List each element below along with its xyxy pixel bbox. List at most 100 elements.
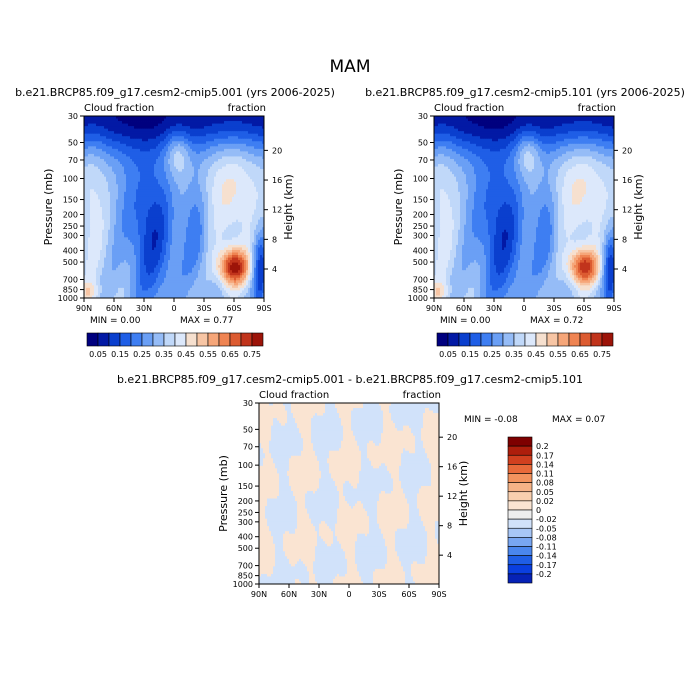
heatmap-cell (148, 227, 151, 231)
heatmap-cell (84, 249, 87, 253)
heatmap-cell (240, 146, 243, 150)
heatmap-cell (230, 126, 233, 130)
heatmap-cell (156, 212, 159, 215)
heatmap-cell (244, 191, 247, 195)
heatmap-cell (260, 186, 263, 190)
heatmap-cell (232, 176, 235, 180)
heatmap-cell (188, 181, 191, 185)
heatmap-cell (104, 237, 107, 241)
heatmap-cell (236, 126, 239, 130)
heatmap-cell (224, 179, 227, 183)
heatmap-cell (254, 123, 257, 127)
heatmap-cell (216, 171, 219, 175)
heatmap-cell (194, 171, 197, 175)
heatmap-cell (114, 244, 117, 248)
heatmap-cell (196, 128, 199, 132)
heatmap-cell (116, 136, 119, 140)
heatmap-cell (148, 255, 151, 258)
heatmap-cell (244, 176, 247, 180)
heatmap-cell (168, 141, 171, 145)
heatmap-cell (150, 161, 153, 165)
heatmap-cell (112, 212, 115, 215)
heatmap-cell (120, 116, 123, 119)
heatmap-cell (134, 212, 137, 215)
heatmap-cell (106, 123, 109, 127)
heatmap-cell (240, 176, 243, 180)
heatmap-cell (254, 214, 257, 218)
heatmap-cell (124, 227, 127, 231)
heatmap-cell (116, 191, 119, 195)
heatmap-cell (148, 133, 151, 137)
heatmap-cell (104, 123, 107, 127)
heatmap-cell (130, 237, 133, 241)
heatmap-cell (244, 201, 247, 205)
heatmap-cell (106, 249, 109, 253)
heatmap-cell (88, 224, 91, 228)
heatmap-cell (96, 234, 99, 238)
heatmap-cell (242, 189, 245, 193)
heatmap-cell (242, 146, 245, 150)
heatmap-cell (152, 212, 155, 215)
heatmap-cell (92, 133, 95, 137)
heatmap-cell (230, 237, 233, 241)
heatmap-cell (94, 176, 97, 180)
heatmap-cell (102, 123, 105, 127)
heatmap-cell (198, 176, 201, 180)
heatmap-cell (154, 229, 157, 233)
heatmap-cell (86, 153, 89, 157)
heatmap-cell (110, 164, 113, 167)
heatmap-cell (90, 143, 93, 147)
heatmap-cell (258, 146, 261, 150)
heatmap-cell (166, 217, 169, 221)
heatmap-cell (212, 227, 215, 231)
heatmap-cell (246, 196, 249, 200)
heatmap-cell (100, 169, 103, 173)
heatmap-cell (86, 118, 89, 122)
heatmap-cell (190, 141, 193, 145)
heatmap-cell (124, 133, 127, 137)
heatmap-cell (172, 234, 175, 238)
heatmap-cell (84, 126, 87, 130)
heatmap-cell (170, 219, 173, 223)
heatmap-cell (252, 138, 255, 142)
heatmap-cell (170, 194, 173, 198)
heatmap-cell (244, 252, 247, 256)
heatmap-cell (228, 204, 231, 208)
heatmap-cell (218, 204, 221, 208)
heatmap-cell (130, 247, 133, 251)
heatmap-cell (104, 247, 107, 251)
heatmap-cell (140, 153, 143, 157)
heatmap-cell (136, 128, 139, 132)
heatmap-cell (186, 252, 189, 256)
heatmap-cell (256, 121, 259, 124)
heatmap-cell (216, 174, 219, 178)
heatmap-cell (92, 158, 95, 162)
heatmap-cell (180, 204, 183, 208)
heatmap-cell (206, 227, 209, 231)
heatmap-cell (200, 123, 203, 127)
heatmap-cell (206, 131, 209, 135)
heatmap-cell (168, 169, 171, 173)
heatmap-cell (152, 156, 155, 160)
heatmap-cell (130, 169, 133, 173)
heatmap-cell (118, 255, 121, 258)
heatmap-cell (170, 156, 173, 160)
heatmap-cell (96, 138, 99, 142)
heatmap-cell (92, 184, 95, 188)
heatmap-cell (236, 164, 239, 167)
heatmap-cell (218, 116, 221, 119)
heatmap-cell (188, 116, 191, 119)
heatmap-cell (152, 179, 155, 183)
heatmap-cell (262, 169, 264, 173)
heatmap-cell (214, 181, 217, 185)
heatmap-cell (242, 247, 245, 251)
heatmap-cell (178, 207, 181, 210)
heatmap-cell (114, 217, 117, 221)
heatmap-cell (200, 214, 203, 218)
heatmap-cell (252, 126, 255, 130)
heatmap-cell (90, 252, 93, 256)
heatmap-cell (234, 184, 237, 188)
heatmap-cell (220, 156, 223, 160)
heatmap-cell (136, 131, 139, 135)
heatmap-cell (248, 176, 251, 180)
